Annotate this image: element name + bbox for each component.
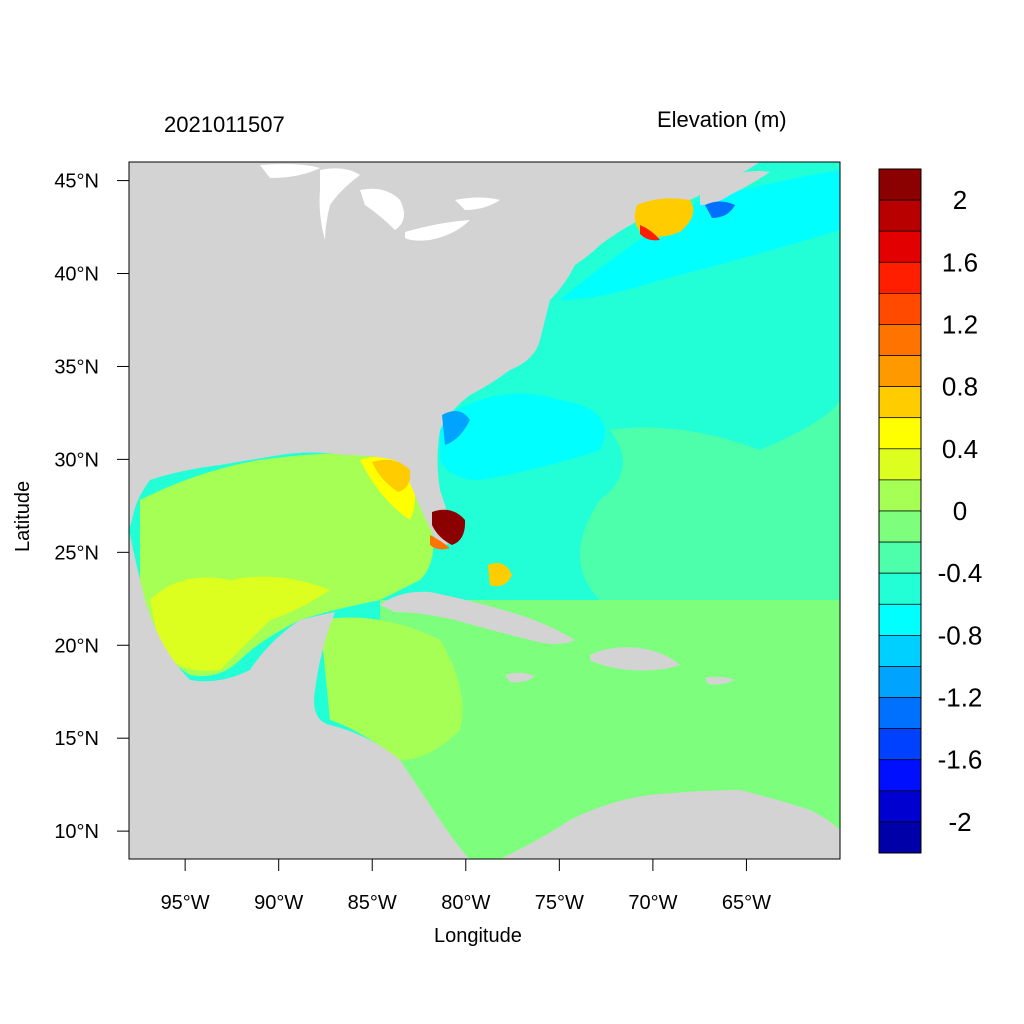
cuba bbox=[380, 591, 575, 644]
colorbar-label: -1.6 bbox=[938, 745, 983, 775]
colorbar-label: -0.8 bbox=[938, 620, 983, 650]
big-bend-high bbox=[372, 459, 411, 492]
y-tick-label: 45°N bbox=[54, 171, 99, 193]
map-plot-area bbox=[129, 162, 840, 859]
colorbar-swatch bbox=[878, 168, 922, 201]
lake-michigan bbox=[319, 168, 360, 240]
timestamp-title: 2021011507 bbox=[164, 112, 285, 137]
colorbar-swatch bbox=[878, 635, 922, 667]
y-tick-label: 15°N bbox=[54, 728, 99, 750]
lake-ontario bbox=[455, 197, 500, 210]
y-tick-label: 40°N bbox=[54, 264, 99, 286]
y-tick-label: 20°N bbox=[54, 635, 99, 657]
colorbar-swatch bbox=[878, 293, 922, 325]
colorbar-label: -2 bbox=[948, 807, 971, 837]
colorbar-swatch bbox=[878, 324, 922, 356]
central-america bbox=[129, 530, 470, 859]
colorbar-label: 1.2 bbox=[942, 309, 978, 339]
colorbar-swatch bbox=[878, 386, 922, 419]
bay-of-fundy-low bbox=[705, 201, 735, 218]
western-caribbean-field bbox=[320, 617, 463, 760]
plot-frame bbox=[128, 161, 841, 860]
cape-cod-peak bbox=[640, 225, 660, 241]
south-america bbox=[500, 790, 840, 859]
bahamas-high bbox=[488, 562, 512, 587]
lake-superior bbox=[260, 164, 320, 178]
x-tick-label: 65°W bbox=[722, 892, 771, 914]
land-masses bbox=[129, 162, 840, 859]
colorbar-swatch bbox=[878, 448, 922, 481]
gulf-yellow-field bbox=[150, 576, 330, 671]
x-axis-label: Longitude bbox=[434, 925, 522, 947]
colorbar-swatch bbox=[878, 572, 922, 605]
axis-ticks: 95°W 90°W 85°W 80°W 75°W 70°W 65°W 45°N 40°N 35°N… bbox=[54, 171, 771, 914]
y-tick-label: 30°N bbox=[54, 449, 99, 471]
colorbar-label: 2 bbox=[953, 185, 967, 215]
variable-title: Elevation (m) bbox=[657, 107, 787, 132]
y-tick-label: 10°N bbox=[54, 821, 99, 843]
colorbar-swatch bbox=[878, 790, 922, 823]
gulf-of-maine-high bbox=[634, 198, 694, 237]
georgia-low bbox=[442, 411, 470, 445]
colorbar-label: 0.4 bbox=[942, 434, 978, 464]
colorbar-swatch bbox=[878, 199, 922, 232]
coastal-low-field bbox=[440, 393, 605, 480]
colorbar-swatch bbox=[878, 355, 922, 387]
colorbar-label: 0 bbox=[953, 496, 967, 526]
colorbar-frame bbox=[878, 168, 922, 854]
colorbar-swatch bbox=[878, 230, 922, 263]
x-tick-label: 95°W bbox=[161, 892, 210, 914]
lake-huron bbox=[360, 188, 404, 230]
colorbar-swatch bbox=[878, 759, 922, 792]
colorbar-label: -0.4 bbox=[938, 558, 983, 588]
colorbar-swatch bbox=[878, 666, 922, 698]
x-tick-label: 80°W bbox=[441, 892, 490, 914]
colorbar-swatch bbox=[878, 603, 922, 636]
northeast-low-field bbox=[560, 170, 840, 300]
colorbar-swatch bbox=[878, 417, 922, 450]
lake-erie bbox=[405, 220, 470, 241]
colorbar: 2 1.6 1.2 0.8 0.4 0 -0.4 -0.8 -1.2 -1.6 -2 bbox=[878, 168, 983, 854]
great-lakes bbox=[260, 164, 500, 241]
south-florida-high bbox=[432, 509, 466, 545]
nova-scotia bbox=[700, 171, 770, 205]
x-tick-label: 70°W bbox=[628, 892, 677, 914]
y-tick-label: 25°N bbox=[54, 542, 99, 564]
colorbar-swatch bbox=[878, 541, 922, 574]
colorbar-swatch bbox=[878, 261, 922, 294]
colorbar-label: 0.8 bbox=[942, 372, 978, 402]
colorbar-swatch bbox=[878, 728, 922, 761]
colorbar-label: 1.6 bbox=[942, 247, 978, 277]
y-tick-label: 35°N bbox=[54, 356, 99, 378]
florida-keys-high bbox=[430, 535, 450, 550]
puerto-rico bbox=[705, 676, 735, 685]
x-tick-label: 90°W bbox=[254, 892, 303, 914]
colorbar-swatch bbox=[878, 510, 922, 543]
colorbar-swatch bbox=[878, 479, 922, 512]
central-atlantic-field bbox=[580, 400, 840, 600]
colorbar-swatch bbox=[878, 697, 922, 729]
jamaica bbox=[505, 672, 535, 683]
x-tick-label: 75°W bbox=[535, 892, 584, 914]
colorbar-swatch bbox=[878, 821, 922, 854]
hispaniola bbox=[590, 647, 680, 671]
x-tick-label: 85°W bbox=[348, 892, 397, 914]
north-america bbox=[129, 162, 760, 548]
colorbar-label: -1.2 bbox=[938, 683, 983, 713]
